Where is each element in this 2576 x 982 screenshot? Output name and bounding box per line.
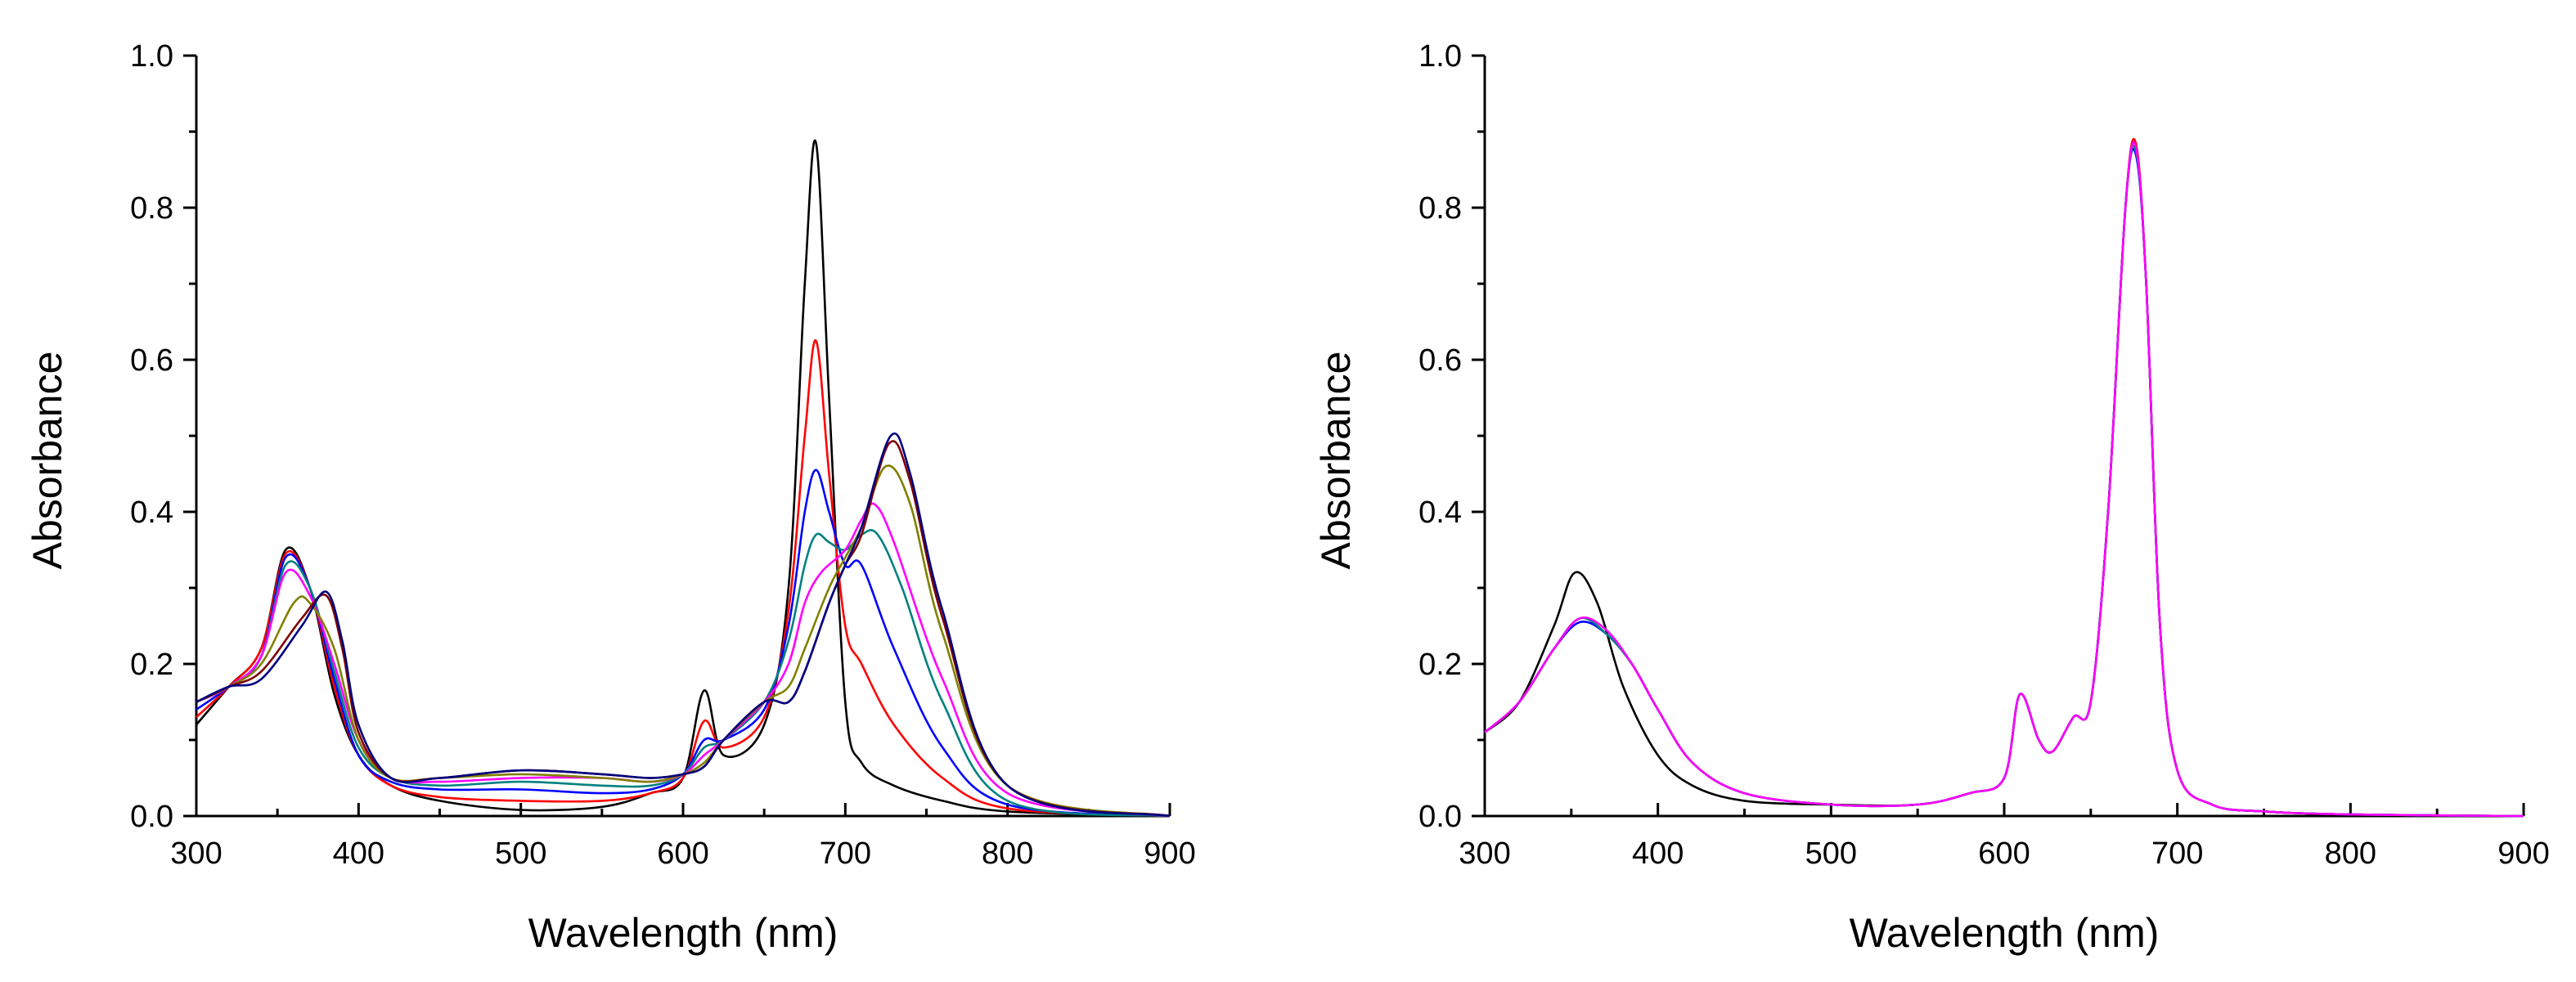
x-tick-label: 700 <box>820 836 871 871</box>
y-tick-label: 1.0 <box>130 39 173 74</box>
x-tick-label: 300 <box>170 836 222 871</box>
x-tick-label: 900 <box>2497 836 2549 871</box>
series-line-1 <box>1484 141 2524 818</box>
x-tick-label: 900 <box>1144 836 1195 871</box>
series-line-8 <box>196 433 1171 818</box>
chart-panel-2: 300 400 500 600 700 800 900 0.0 0.2 0.4 0.6 0.8 1.0 W… <box>1313 39 2550 956</box>
y-tick-label: 0.2 <box>130 648 173 682</box>
y-tick-label: 0.6 <box>130 343 173 378</box>
x-tick-label: 800 <box>2325 836 2376 871</box>
series-line-5 <box>196 502 1171 818</box>
series-line-5 <box>1484 141 2524 818</box>
x-tick-label: 600 <box>657 836 708 871</box>
series-line-7 <box>196 440 1171 818</box>
y-tick-label: 1.0 <box>1418 39 1462 74</box>
y-axis-title: Absorbance <box>25 352 70 570</box>
x-tick-label: 500 <box>1805 836 1857 871</box>
series-line-6 <box>196 464 1171 818</box>
x-tick-label: 300 <box>1459 836 1510 871</box>
series-line-2 <box>196 339 1171 818</box>
x-tick-label: 400 <box>1632 836 1684 871</box>
series-line-2 <box>1484 137 2524 818</box>
y-tick-label: 0.0 <box>1418 800 1462 834</box>
y-axis-title: Absorbance <box>1313 352 1359 570</box>
y-tick-label: 0.0 <box>130 800 173 834</box>
series-line-3 <box>1484 148 2524 818</box>
x-axis-title: Wavelength (nm) <box>528 910 838 956</box>
y-tick-label: 0.8 <box>130 191 173 226</box>
x-tick-label: 500 <box>495 836 546 871</box>
x-tick-label: 800 <box>982 836 1033 871</box>
x-tick-label: 700 <box>2151 836 2203 871</box>
x-tick-label: 400 <box>333 836 384 871</box>
x-axis-title: Wavelength (nm) <box>1850 910 2160 956</box>
series-line-4 <box>1484 145 2524 818</box>
series-line-1 <box>196 139 1171 818</box>
y-tick-label: 0.2 <box>1418 648 1462 682</box>
y-tick-label: 0.8 <box>1418 191 1462 226</box>
y-tick-label: 0.4 <box>1418 495 1462 530</box>
y-tick-label: 0.6 <box>1418 343 1462 378</box>
x-tick-label: 600 <box>1978 836 2030 871</box>
chart-panel-1: 300 400 500 600 700 800 900 0.0 0.2 0.4 0.6 0.8 1.0 W… <box>25 39 1196 956</box>
y-tick-label: 0.4 <box>130 495 173 530</box>
